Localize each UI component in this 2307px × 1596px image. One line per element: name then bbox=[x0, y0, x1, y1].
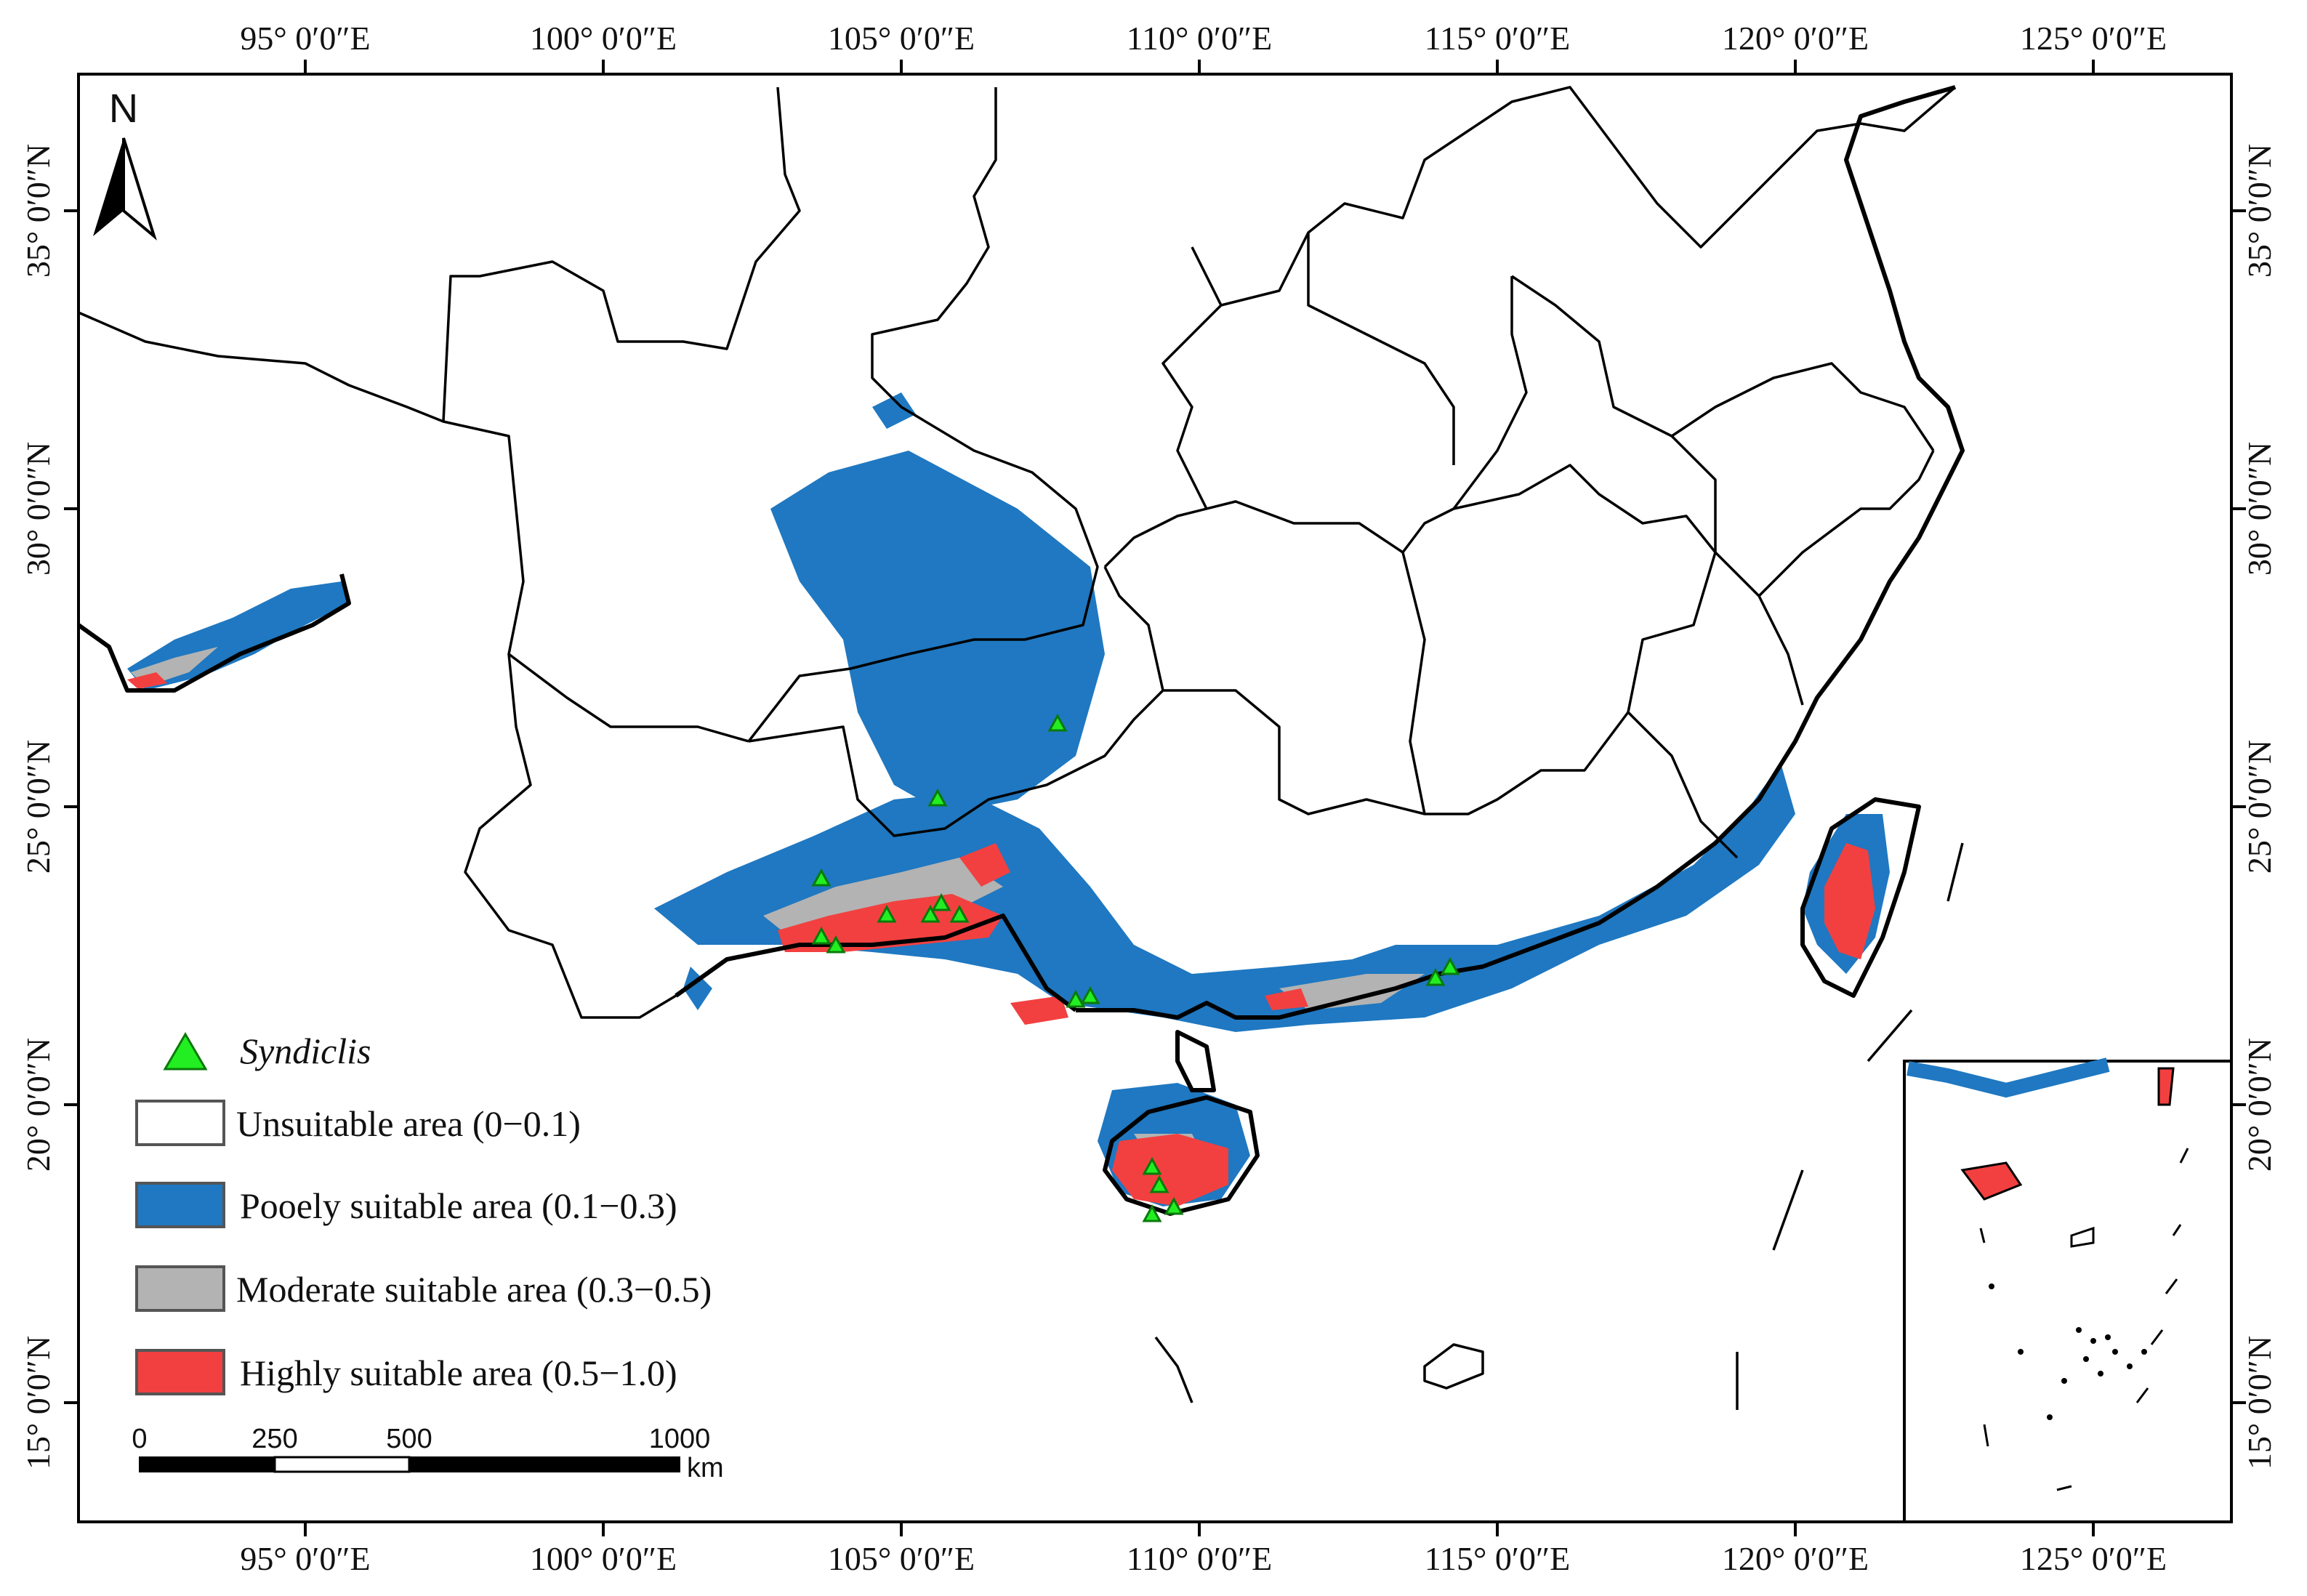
right-label: 35° 0′0″N bbox=[2241, 144, 2278, 278]
legend-swatch-highly bbox=[135, 1349, 225, 1395]
left-label: 20° 0′0″N bbox=[20, 1038, 57, 1172]
green-triangle-icon bbox=[163, 1032, 208, 1071]
bottom-label: 110° 0′0″E bbox=[1127, 1540, 1273, 1577]
occurrence-point bbox=[1425, 967, 1446, 986]
boundaries bbox=[77, 85, 1965, 1410]
bottom-label: 115° 0′0″E bbox=[1425, 1540, 1571, 1577]
scale-bar: 0 250 500 1000 km bbox=[132, 1424, 723, 1483]
south-china-sea-inset-icon bbox=[1903, 1057, 2233, 1523]
scale-tick-label: 500 bbox=[386, 1424, 432, 1454]
occurrence-point bbox=[1080, 986, 1100, 1004]
scale-tick-label: 250 bbox=[251, 1424, 297, 1454]
north-arrow-label: N bbox=[109, 85, 138, 131]
occurrence-point bbox=[1164, 1196, 1184, 1215]
occurrence-point bbox=[1440, 956, 1460, 975]
left-label: 30° 0′0″N bbox=[20, 442, 57, 576]
bottom-label: 95° 0′0″E bbox=[240, 1540, 370, 1577]
legend-occurrence-label: Syndiclis bbox=[240, 1031, 371, 1071]
legend-class-label: Pooely suitable area (0.1−0.3) bbox=[240, 1185, 677, 1226]
occurrence-point bbox=[920, 904, 941, 923]
occurrence-point bbox=[927, 788, 948, 807]
legend-class-label: Moderate suitable area (0.3−0.5) bbox=[236, 1269, 712, 1310]
bottom-label: 125° 0′0″E bbox=[2020, 1540, 2167, 1577]
north-arrow-icon: N bbox=[93, 85, 157, 241]
graticule-ticks bbox=[64, 60, 2246, 1536]
occurrence-point bbox=[1142, 1156, 1162, 1175]
top-label: 100° 0′0″E bbox=[530, 20, 677, 57]
left-axis-labels: 35° 0′0″N 30° 0′0″N 25° 0′0″N 20° 0′0″N … bbox=[20, 144, 57, 1470]
right-label: 30° 0′0″N bbox=[2241, 442, 2278, 576]
bottom-label: 105° 0′0″E bbox=[828, 1540, 975, 1577]
right-label: 20° 0′0″N bbox=[2241, 1038, 2278, 1172]
legend-swatch-moderate bbox=[135, 1265, 225, 1312]
occurrence-point bbox=[1047, 713, 1068, 732]
right-label: 25° 0′0″N bbox=[2241, 740, 2278, 874]
bottom-label: 100° 0′0″E bbox=[530, 1540, 677, 1577]
scale-unit: km bbox=[687, 1453, 724, 1483]
legend-swatch-unsuitable bbox=[135, 1100, 225, 1146]
top-label: 95° 0′0″E bbox=[240, 20, 370, 57]
occurrence-point bbox=[877, 904, 897, 923]
scale-tick-label: 1000 bbox=[649, 1424, 711, 1454]
legend-class-label: Unsuitable area (0−0.1) bbox=[236, 1103, 581, 1144]
bottom-axis-labels: 95° 0′0″E 100° 0′0″E 105° 0′0″E 110° 0′0… bbox=[240, 1540, 2167, 1577]
left-label: 15° 0′0″N bbox=[20, 1336, 57, 1470]
top-label: 110° 0′0″E bbox=[1127, 20, 1273, 57]
left-label: 25° 0′0″N bbox=[20, 740, 57, 874]
top-axis-labels: 95° 0′0″E 100° 0′0″E 105° 0′0″E 110° 0′0… bbox=[240, 20, 2167, 57]
legend: Syndiclis Unsuitable area (0−0.1) Pooely… bbox=[135, 1031, 712, 1395]
occurrence-point bbox=[1149, 1174, 1169, 1193]
occurrence-point bbox=[826, 935, 846, 954]
occurrence-point bbox=[1066, 989, 1086, 1008]
occurrence-points bbox=[811, 713, 1460, 1222]
occurrence-point bbox=[949, 904, 970, 923]
map-frame bbox=[77, 73, 2233, 1523]
bottom-label: 120° 0′0″E bbox=[1722, 1540, 1869, 1577]
left-label: 35° 0′0″N bbox=[20, 144, 57, 278]
legend-class-label: Highly suitable area (0.5−1.0) bbox=[240, 1353, 677, 1393]
legend-swatch-poorly bbox=[135, 1182, 225, 1228]
occurrence-point bbox=[811, 926, 832, 945]
occurrence-point bbox=[931, 892, 951, 911]
top-label: 105° 0′0″E bbox=[828, 20, 975, 57]
occurrence-point bbox=[811, 868, 832, 887]
top-label: 125° 0′0″E bbox=[2020, 20, 2167, 57]
scale-tick-label: 0 bbox=[132, 1424, 147, 1454]
top-label: 120° 0′0″E bbox=[1722, 20, 1869, 57]
right-label: 15° 0′0″N bbox=[2241, 1336, 2278, 1470]
top-label: 115° 0′0″E bbox=[1425, 20, 1571, 57]
right-axis-labels: 35° 0′0″N 30° 0′0″N 25° 0′0″N 20° 0′0″N … bbox=[2241, 144, 2278, 1470]
occurrence-point bbox=[1142, 1204, 1162, 1222]
